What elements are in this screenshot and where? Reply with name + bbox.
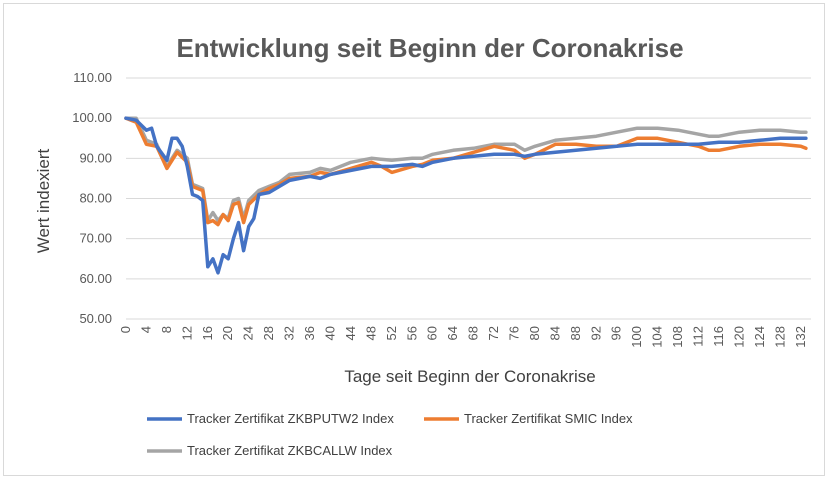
- x-tick-label: 20: [220, 326, 235, 340]
- y-tick-label: 90.00: [79, 150, 112, 165]
- x-tick-label: 0: [118, 326, 133, 333]
- legend-item: Tracker Zertifikat SMIC Index: [424, 411, 633, 426]
- x-tick-label: 80: [527, 326, 542, 340]
- x-tick-label: 96: [609, 326, 624, 340]
- chart-title: Entwicklung seit Beginn der Coronakrise: [176, 33, 683, 63]
- series-line-2: [124, 116, 808, 223]
- x-tick-label: 8: [159, 326, 174, 333]
- x-tick-label: 32: [282, 326, 297, 340]
- series-line-0: [124, 116, 808, 275]
- y-tick-label: 60.00: [79, 271, 112, 286]
- x-tick-label: 128: [772, 326, 787, 348]
- y-axis-label: Wert indexiert: [34, 148, 53, 253]
- legend: Tracker Zertifikat ZKBPUTW2 Index Tracker…: [147, 411, 633, 458]
- line-chart: Entwicklung seit Beginn der Coronakrise …: [34, 33, 811, 458]
- x-tick-label: 52: [384, 326, 399, 340]
- series-line-1: [124, 116, 808, 227]
- x-tick-label: 132: [793, 326, 808, 348]
- y-axis-ticks: 50.00 60.00 70.00 80.00 90.00 100.00 110.00: [72, 70, 112, 326]
- x-tick-label: 56: [404, 326, 419, 340]
- x-tick-label: 76: [507, 326, 522, 340]
- x-tick-label: 44: [343, 326, 358, 340]
- legend-item: Tracker Zertifikat ZKBCALLW Index: [147, 443, 393, 458]
- x-axis-label: Tage seit Beginn der Coronakrise: [344, 367, 595, 386]
- legend-label: Tracker Zertifikat ZKBPUTW2 Index: [187, 411, 394, 426]
- x-tick-label: 100: [629, 326, 644, 348]
- x-tick-label: 108: [670, 326, 685, 348]
- y-tick-label: 110.00: [73, 70, 112, 85]
- x-tick-label: 88: [568, 326, 583, 340]
- x-tick-label: 120: [731, 326, 746, 348]
- x-tick-label: 48: [363, 326, 378, 340]
- legend-label: Tracker Zertifikat SMIC Index: [464, 411, 633, 426]
- legend-item: Tracker Zertifikat ZKBPUTW2 Index: [147, 411, 394, 426]
- x-tick-label: 60: [425, 326, 440, 340]
- x-tick-label: 16: [200, 326, 215, 340]
- gridlines: [126, 77, 811, 320]
- x-tick-label: 4: [138, 326, 153, 333]
- x-tick-label: 28: [261, 326, 276, 340]
- x-tick-label: 104: [650, 326, 665, 348]
- x-tick-label: 40: [322, 326, 337, 340]
- x-tick-label: 84: [547, 326, 562, 340]
- x-tick-label: 36: [302, 326, 317, 340]
- x-axis-ticks: 0 4 8 12 16 20 24 28 32 36 40 44 48 52 56 60 64 68 72 76 80 8…: [118, 326, 808, 348]
- series-lines: [124, 116, 808, 275]
- x-tick-label: 124: [752, 326, 767, 348]
- y-tick-label: 50.00: [79, 311, 112, 326]
- x-tick-label: 24: [241, 326, 256, 340]
- x-tick-label: 92: [588, 326, 603, 340]
- x-tick-label: 68: [466, 326, 481, 340]
- y-tick-label: 100.00: [72, 110, 112, 125]
- legend-label: Tracker Zertifikat ZKBCALLW Index: [187, 443, 393, 458]
- chart-frame: Entwicklung seit Beginn der Coronakrise …: [3, 3, 825, 476]
- x-tick-label: 116: [711, 326, 726, 347]
- x-tick-label: 12: [179, 326, 194, 340]
- x-tick-label: 112: [691, 326, 706, 347]
- y-tick-label: 70.00: [79, 231, 112, 246]
- x-tick-label: 64: [445, 326, 460, 340]
- x-tick-label: 72: [486, 326, 501, 340]
- y-tick-label: 80.00: [79, 191, 112, 206]
